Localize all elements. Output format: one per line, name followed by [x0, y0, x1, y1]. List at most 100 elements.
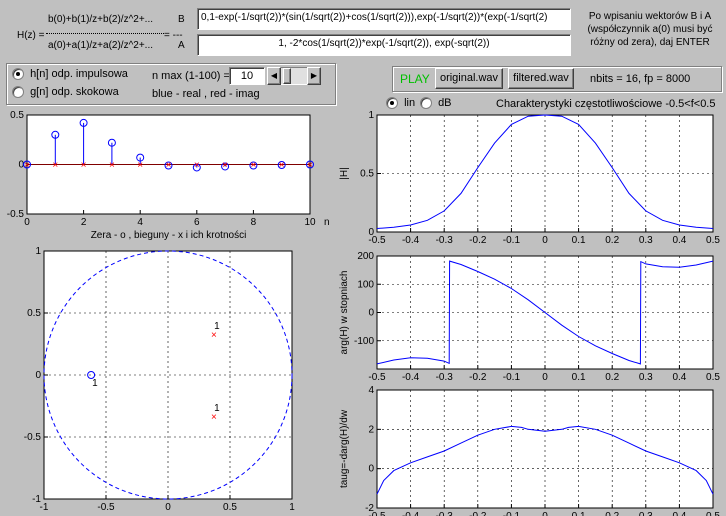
- impulse-response-xtick-label: 10: [304, 217, 316, 228]
- impulse-xlabel: n: [324, 217, 330, 228]
- pole-marker: ×: [211, 412, 217, 423]
- lin-radio-label: lin: [404, 97, 416, 110]
- lin-radio-button[interactable]: [386, 97, 398, 110]
- group-delay-xtick-label: -0.2: [469, 511, 487, 516]
- equals-sign: = ---: [164, 30, 183, 41]
- b-coefficients-input[interactable]: 0,1-exp(-1/sqrt(2))*(sin(1/sqrt(2))+cos(…: [197, 8, 571, 30]
- impulse-real-marker: [136, 153, 145, 162]
- impulse-imag-marker: ×: [52, 160, 58, 171]
- db-radio-button[interactable]: [420, 97, 432, 110]
- impulse-real-marker: [51, 130, 60, 139]
- impulse-response-ytick-label: 0: [18, 160, 24, 171]
- pole-zero-xtick-label: 1: [289, 502, 295, 513]
- pole-zero-plot-area: [43, 250, 293, 500]
- pole-zero-ytick-label: 0: [35, 370, 41, 381]
- impulse-imag-marker: ×: [166, 160, 172, 171]
- a-label: A: [178, 40, 185, 51]
- impulse-real-marker: [306, 160, 314, 169]
- impulse-real-marker: [107, 138, 116, 147]
- pole-zero-ytick-label: 1: [35, 246, 41, 257]
- pole-zero-xtick-label: -0.5: [97, 502, 115, 513]
- phase-xtick-label: 0.3: [639, 372, 653, 383]
- response-frame: [6, 63, 336, 105]
- g-radio-button[interactable]: [12, 86, 24, 99]
- phase-xtick-label: -0.4: [402, 372, 420, 383]
- phase-plot-area: [376, 255, 714, 370]
- magnitude-xtick-label: -0.4: [402, 235, 420, 246]
- impulse-imag-marker: ×: [279, 160, 285, 171]
- h-radio-button[interactable]: [12, 68, 24, 81]
- group-delay-xtick-label: -0.1: [503, 511, 521, 516]
- nmax-scroll-right-button[interactable]: ▶: [307, 67, 321, 85]
- hz-label: H(z) =: [17, 30, 45, 41]
- impulse-real-marker: [221, 162, 230, 171]
- group-delay-xtick-label: 0.1: [572, 511, 586, 516]
- pole-zero-xtick-label: -1: [40, 502, 49, 513]
- phase-xtick-label: 0.2: [605, 372, 619, 383]
- phase-xtick-label: -0.3: [436, 372, 454, 383]
- a-coefficients-input[interactable]: 1, -2*cos(1/sqrt(2))*exp(-1/sqrt(2)), ex…: [197, 34, 571, 56]
- original-wav-button[interactable]: original.wav: [435, 68, 503, 89]
- group-delay-ylabel: taug=-darg(H)/dw: [339, 409, 350, 488]
- nmax-scroll-left-button[interactable]: ◀: [267, 67, 281, 85]
- magnitude-ytick-label: 1: [368, 110, 374, 121]
- db-radio-label: dB: [438, 97, 452, 110]
- magnitude-xtick-label: 0.2: [605, 235, 619, 246]
- h-radio-row[interactable]: h[n] odp. impulsowa: [12, 68, 128, 81]
- freq-title: Charakterystyki częstotliwościowe -0.5<f…: [496, 98, 716, 110]
- impulse-imag-marker: ×: [24, 160, 30, 171]
- g-radio-label: g[n] odp. skokowa: [30, 86, 119, 99]
- lin-radio-row[interactable]: lin: [386, 97, 416, 110]
- impulse-real-marker: [23, 160, 31, 169]
- magnitude-series-line: [376, 114, 714, 229]
- impulse-response-xtick-label: 4: [137, 217, 143, 228]
- zero-multiplicity: 1: [92, 378, 98, 389]
- impulse-imag-marker: ×: [250, 160, 256, 171]
- group-delay-xtick-label: 0.2: [605, 511, 619, 516]
- group-delay-ytick-label: 4: [368, 385, 374, 396]
- impulse-response-xtick-label: 2: [81, 217, 87, 228]
- nmax-scroll-thumb[interactable]: [283, 68, 291, 84]
- group-delay-xtick-label: -0.4: [402, 511, 420, 516]
- pole-zero-xtick-label: 0.5: [223, 502, 237, 513]
- numerator-text: b(0)+b(1)/z+b(2)/z^2+...: [48, 14, 154, 25]
- magnitude-xtick-label: 0.3: [639, 235, 653, 246]
- impulse-response-ytick-label: -0.5: [7, 209, 25, 220]
- g-radio-row[interactable]: g[n] odp. skokowa: [12, 86, 119, 99]
- nmax-input[interactable]: 10: [229, 67, 265, 85]
- magnitude-xtick-label: 0.1: [572, 235, 586, 246]
- impulse-response-xtick-label: 6: [194, 217, 200, 228]
- filtered-wav-button[interactable]: filtered.wav: [508, 68, 574, 89]
- pole-multiplicity: 1: [214, 403, 220, 414]
- group-delay-xtick-label: -0.5: [368, 511, 386, 516]
- magnitude-xtick-label: -0.2: [469, 235, 487, 246]
- impulse-imag-marker: ×: [137, 160, 143, 171]
- nmax-scroll-track[interactable]: [281, 67, 307, 85]
- phase-xtick-label: -0.2: [469, 372, 487, 383]
- impulse-response-ytick-label: 0.5: [10, 110, 24, 121]
- phase-xtick-label: -0.1: [503, 372, 521, 383]
- phase-ylabel: arg(H) w stopniach: [339, 271, 350, 355]
- group-delay-xtick-label: 0.3: [639, 511, 653, 516]
- play-label: PLAY: [400, 72, 430, 86]
- nmax-label: n max (1-100) =: [152, 70, 230, 82]
- group-delay-xtick-label: 0.4: [672, 511, 686, 516]
- pole-zero-xtick-label: 0: [165, 502, 171, 513]
- unit-circle: [43, 250, 293, 500]
- impulse-response-xtick-label: 0: [24, 217, 30, 228]
- phase-ytick-label: 0: [368, 308, 374, 319]
- phase-xtick-label: 0.4: [672, 372, 686, 383]
- group-delay-ytick-label: -2: [365, 503, 374, 514]
- impulse-imag-marker: ×: [222, 160, 228, 171]
- fraction-line: [46, 33, 164, 34]
- phase-xtick-label: -0.5: [368, 372, 386, 383]
- hint-text: Po wpisaniu wektorów B i A (współczynnik…: [576, 10, 724, 49]
- impulse-imag-marker: ×: [194, 160, 200, 171]
- color-legend-note: blue - real , red - imag: [152, 88, 260, 100]
- pole-marker: ×: [211, 330, 217, 341]
- impulse-imag-marker: ×: [81, 160, 87, 171]
- magnitude-ylabel: |H|: [339, 167, 350, 179]
- magnitude-xtick-label: 0.5: [706, 235, 720, 246]
- phase-ytick-label: 100: [357, 279, 374, 290]
- db-radio-row[interactable]: dB: [420, 97, 452, 110]
